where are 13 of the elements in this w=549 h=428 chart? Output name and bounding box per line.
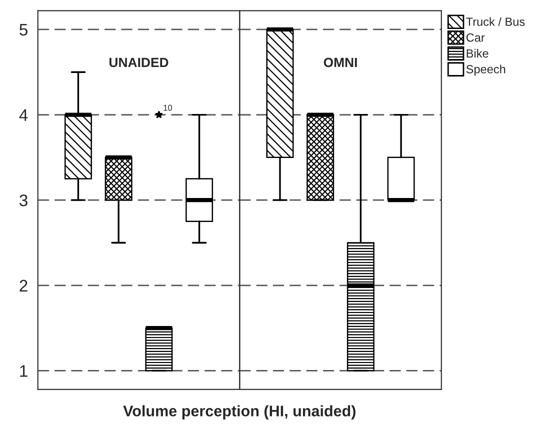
y-tick-label: 4 (19, 109, 28, 121)
x-axis-title: Volume perception (HI, unaided) (123, 405, 356, 420)
x-tick-label: UNAIDED (109, 58, 168, 68)
x-tick-label: OMNI (324, 58, 357, 68)
y-tick-label: 5 (20, 24, 28, 36)
legend-label: Car (466, 33, 485, 42)
annotation: 10 (164, 104, 172, 111)
legend-label: Truck / Bus (466, 17, 525, 26)
y-tick-label: 2 (20, 280, 28, 292)
y-tick-label: 3 (20, 194, 28, 206)
y-tick-label: 1 (20, 365, 28, 377)
legend-label: Bike (466, 48, 488, 58)
legend-label: Speech (466, 64, 506, 76)
